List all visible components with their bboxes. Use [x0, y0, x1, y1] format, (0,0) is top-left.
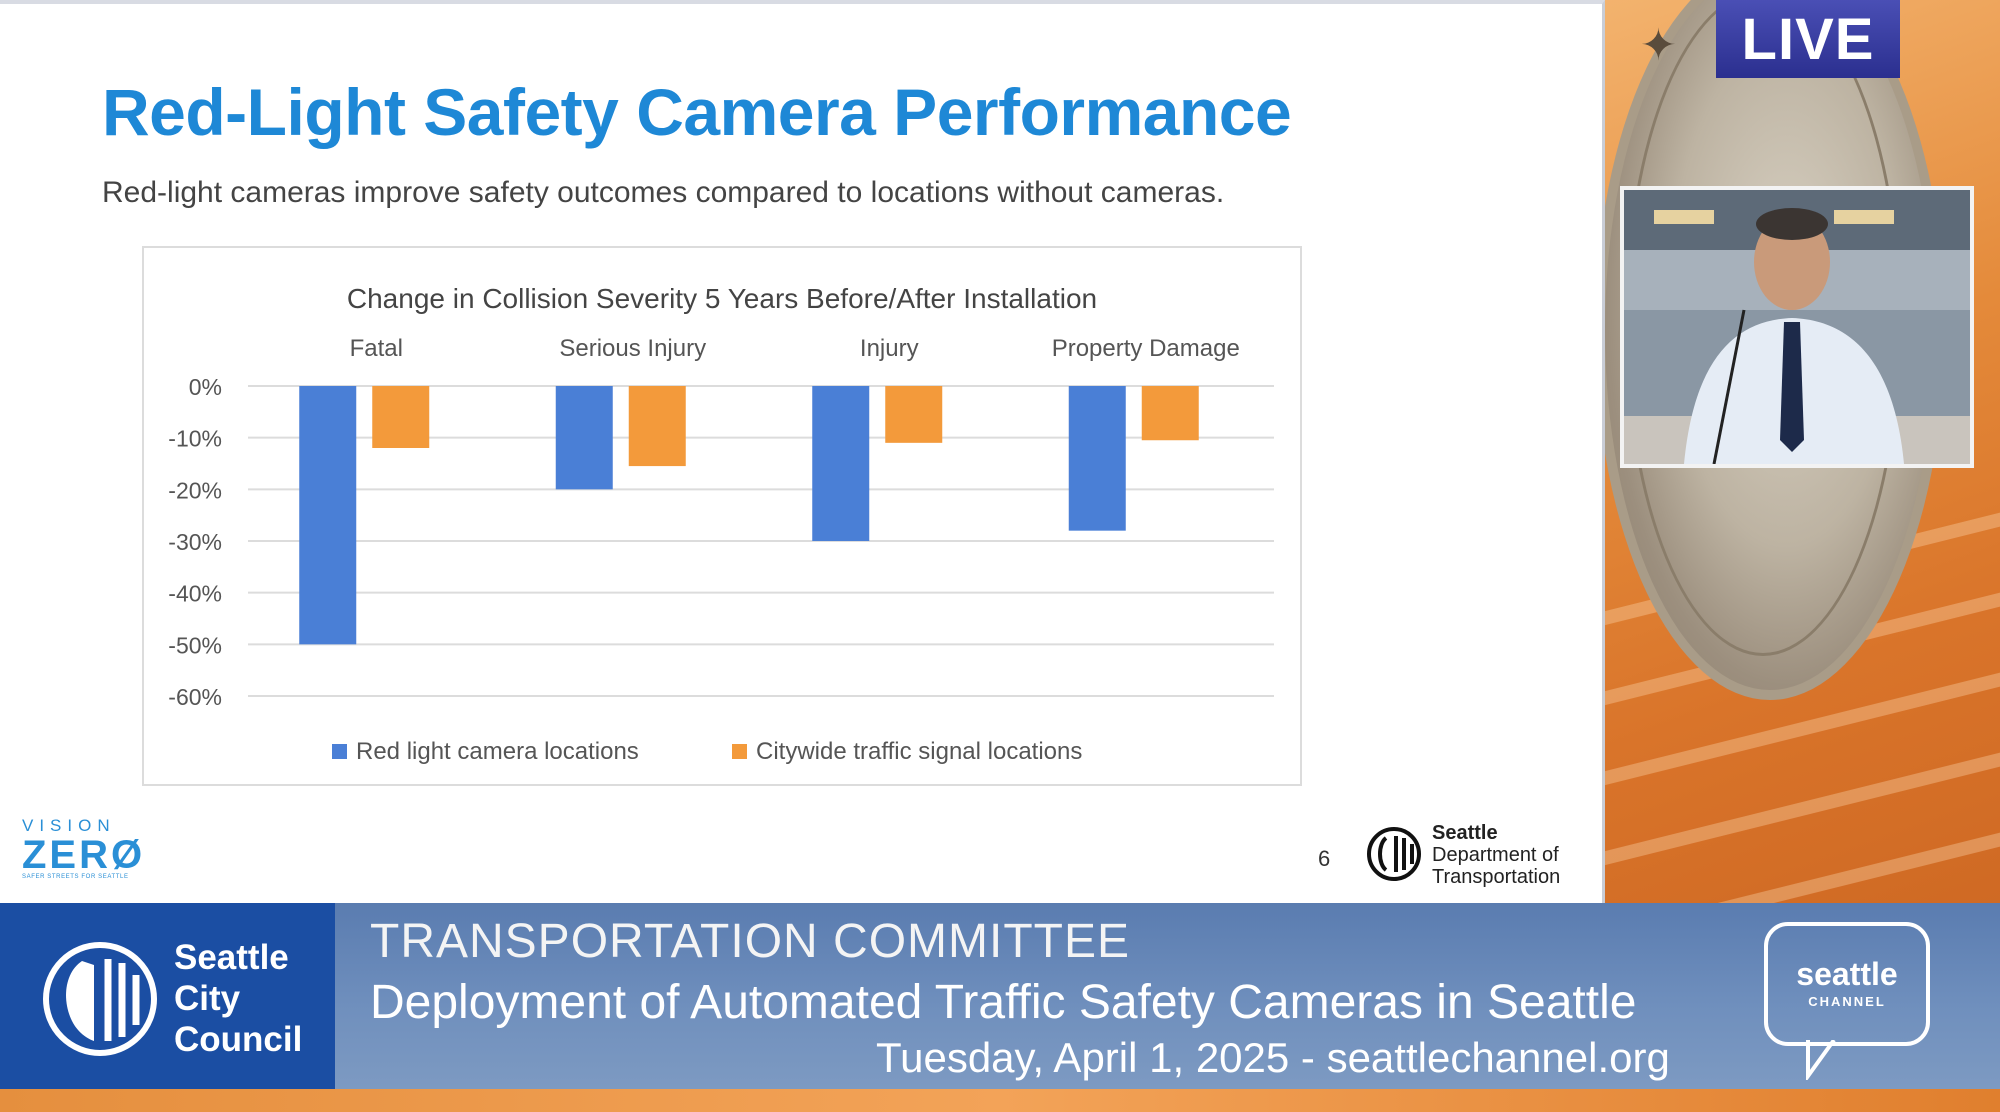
council-line1: Seattle: [174, 938, 289, 977]
seattle-channel-bubble: [1764, 922, 1930, 1046]
y-tick-label: -10%: [168, 426, 222, 452]
bar-citywide-signal: [885, 386, 943, 443]
seattle-channel-name: seattle: [1796, 956, 1898, 992]
slide-subtitle: Red-light cameras improve safety outcome…: [102, 176, 1225, 209]
council-line2: City: [174, 979, 241, 1018]
seal-lettering: ✦: [1640, 20, 1679, 71]
vision-zero-logo: VISION ZERØ SAFER STREETS FOR SEATTLE: [22, 816, 142, 892]
vision-zero-tagline: SAFER STREETS FOR SEATTLE: [22, 874, 129, 880]
seattle-channel-sub: CHANNEL: [1808, 994, 1886, 1009]
sdot-wordmark: Seattle Department of Transportation: [1432, 822, 1560, 888]
council-line3: Council: [174, 1020, 303, 1059]
seattle-channel-logo: seattle CHANNEL: [1764, 922, 1938, 1082]
legend-swatch: [332, 744, 347, 759]
y-tick-label: -30%: [168, 529, 222, 555]
slide-page-number: 6: [1318, 846, 1331, 871]
y-tick-label: -20%: [168, 477, 222, 503]
chart-canvas: Change in Collision Severity 5 Years Bef…: [168, 283, 1274, 765]
y-tick-label: -50%: [168, 632, 222, 658]
bar-red-light-camera: [555, 386, 613, 490]
vision-zero-top: VISION: [22, 816, 116, 835]
y-tick-label: 0%: [189, 374, 222, 400]
bar-citywide-signal: [628, 386, 686, 467]
city-council-block: Seattle City Council: [0, 903, 335, 1089]
bar-red-light-camera: [1068, 386, 1126, 531]
category-label: Injury: [860, 335, 919, 362]
collision-chart: Change in Collision Severity 5 Years Bef…: [142, 246, 1302, 786]
sdot-line1: Seattle: [1432, 822, 1498, 844]
legend-label: Red light camera locations: [356, 738, 639, 765]
category-label: Fatal: [350, 335, 403, 362]
meeting-date: Tuesday, April 1, 2025 - seattlechannel.…: [876, 1034, 1670, 1081]
bar-red-light-camera: [812, 386, 870, 541]
sdot-emblem-icon: [1367, 827, 1421, 881]
sdot-line2: Department of: [1432, 844, 1559, 866]
live-badge: LIVE: [1716, 0, 1900, 78]
city-council-seal-icon: [43, 942, 157, 1056]
committee-name: TRANSPORTATION COMMITTEE: [370, 915, 1131, 968]
lower-third-accent: [0, 1089, 2000, 1112]
speech-tail-icon: [1806, 1040, 1836, 1080]
bar-citywide-signal: [1141, 386, 1199, 441]
bar-citywide-signal: [372, 386, 430, 448]
category-label: Serious Injury: [559, 335, 706, 362]
category-label: Property Damage: [1052, 335, 1240, 362]
legend-swatch: [732, 744, 747, 759]
city-council-name: Seattle City Council: [174, 937, 302, 1060]
speaker-webcam: [1620, 186, 1974, 468]
y-tick-label: -60%: [168, 684, 222, 710]
meeting-topic: Deployment of Automated Traffic Safety C…: [370, 976, 1637, 1029]
vision-zero-main: ZERØ: [22, 833, 146, 877]
chart-title: Change in Collision Severity 5 Years Bef…: [347, 283, 1097, 314]
sdot-line3: Transportation: [1432, 866, 1561, 888]
y-tick-label: -40%: [168, 581, 222, 607]
slide-title: Red-Light Safety Camera Performance: [102, 75, 1292, 149]
sdot-logo: Seattle Department of Transportation: [1366, 822, 1586, 894]
bar-red-light-camera: [299, 386, 357, 645]
presentation-slide: Red-Light Safety Camera Performance Red-…: [0, 0, 1605, 903]
legend-label: Citywide traffic signal locations: [756, 738, 1082, 765]
